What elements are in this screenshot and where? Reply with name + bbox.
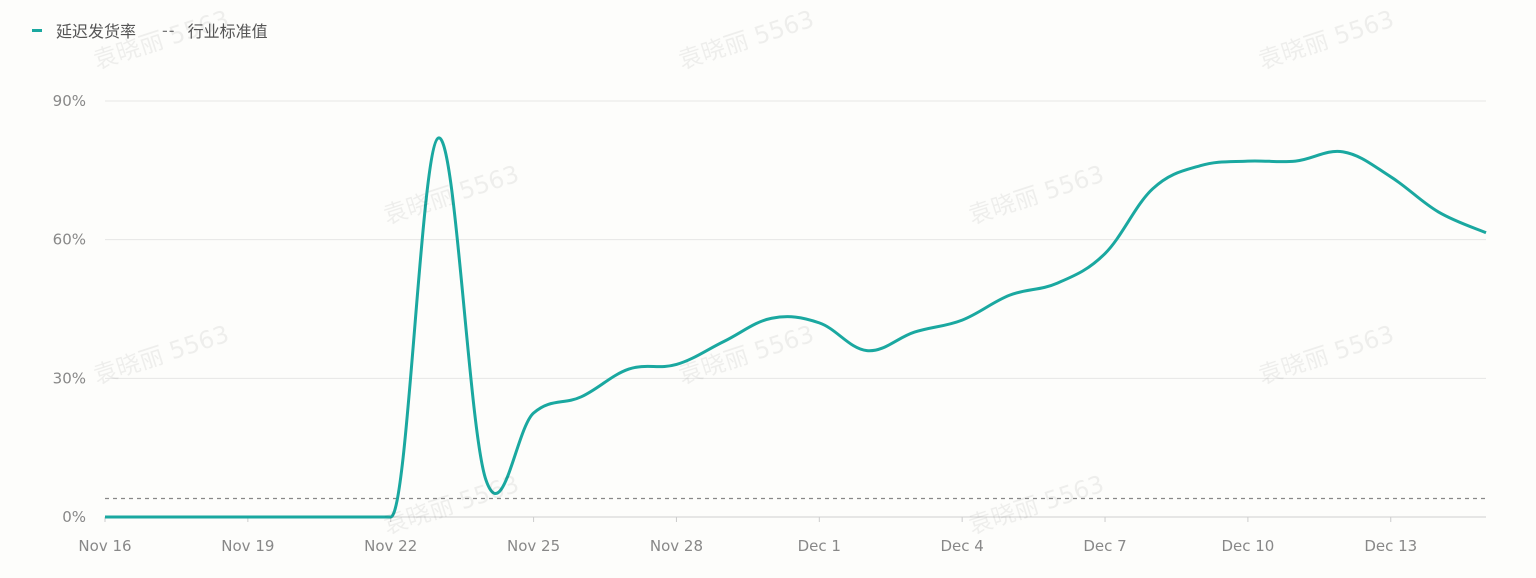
x-tick-label: Nov 16 <box>78 537 131 555</box>
x-tick-label: Nov 28 <box>650 537 703 555</box>
x-tick-label: Dec 4 <box>941 537 984 555</box>
legend-label-industry-standard[interactable]: 行业标准值 <box>187 22 268 41</box>
x-tick-label: Dec 10 <box>1221 537 1274 555</box>
y-tick-label: 60% <box>53 231 86 249</box>
x-tick-label: Dec 7 <box>1083 537 1126 555</box>
legend-swatch-industry-standard: -- <box>162 20 176 40</box>
x-tick-label: Dec 13 <box>1364 537 1417 555</box>
delay-rate-line <box>105 136 1487 519</box>
legend-swatch-delay-rate <box>32 28 42 32</box>
legend-label-delay-rate[interactable]: 延迟发货率 <box>56 22 137 41</box>
legend: 延迟发货率 -- 行业标准值 <box>32 18 268 42</box>
x-tick-label: Nov 19 <box>221 537 274 555</box>
x-tick-label: Nov 22 <box>364 537 417 555</box>
y-tick-label: 90% <box>53 92 86 110</box>
y-tick-label: 0% <box>62 508 86 526</box>
y-tick-label: 30% <box>53 369 86 387</box>
x-tick-label: Nov 25 <box>507 537 560 555</box>
x-tick-label: Dec 1 <box>798 537 841 555</box>
